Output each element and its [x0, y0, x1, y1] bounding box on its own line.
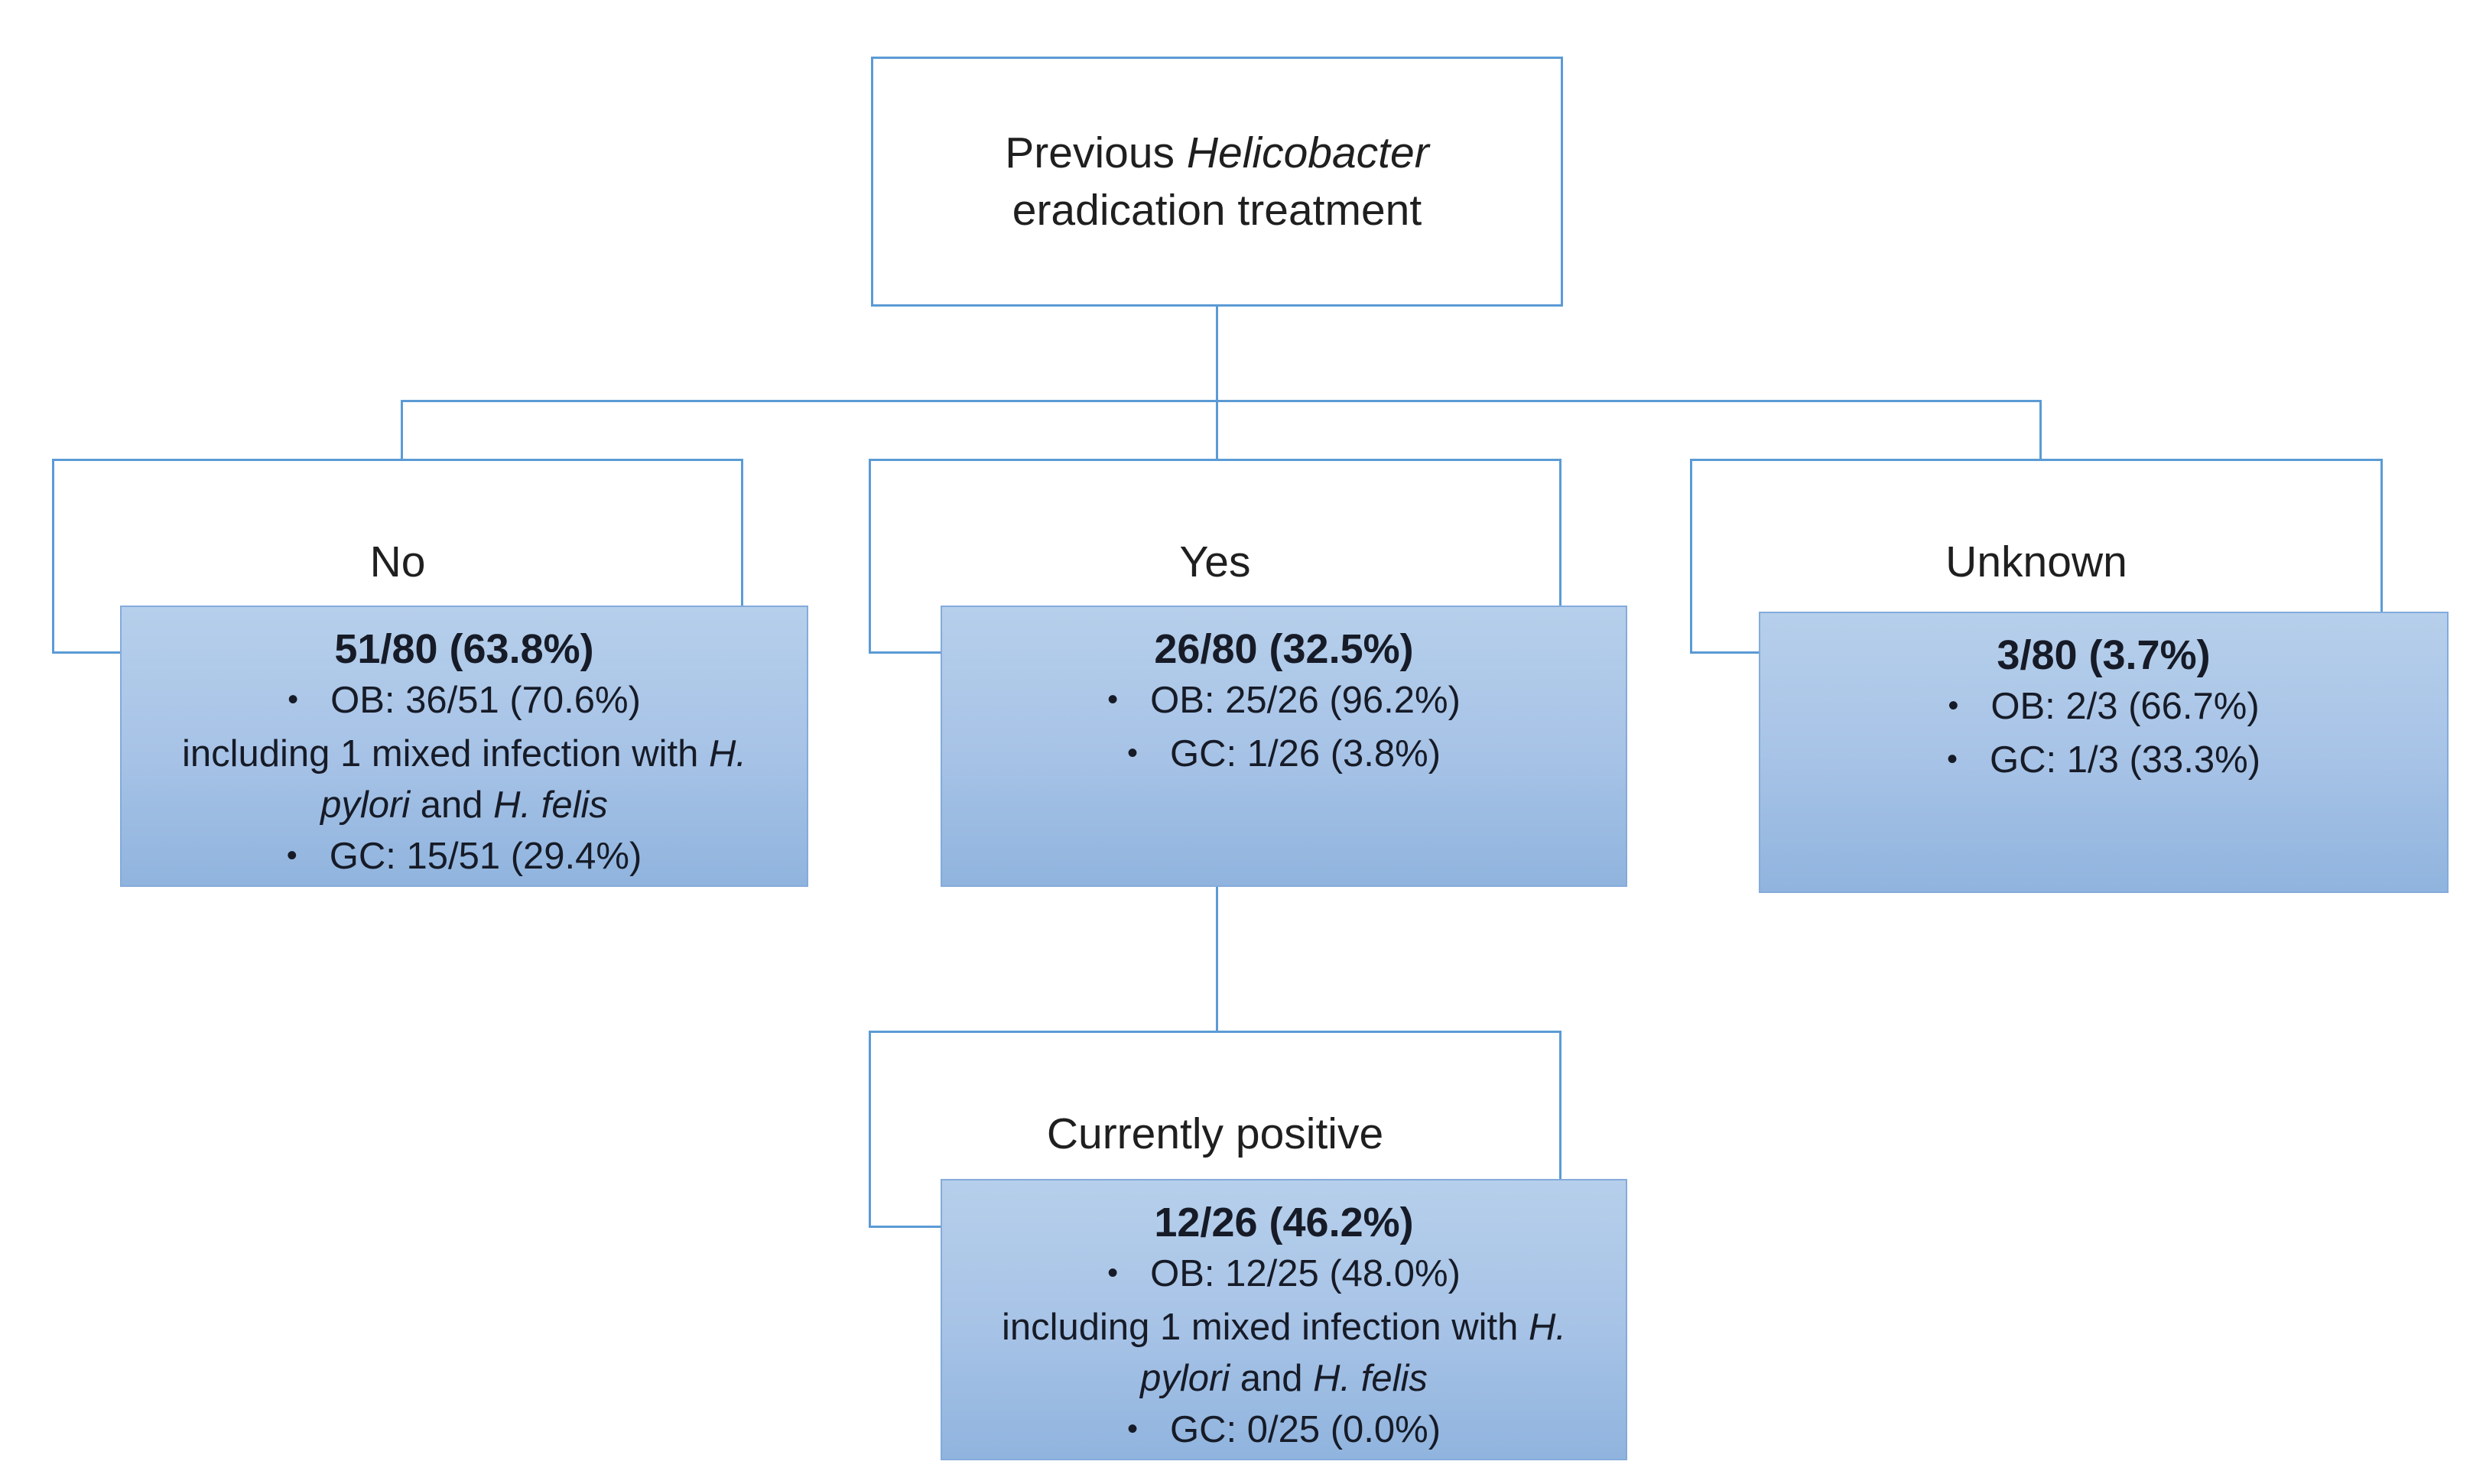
- branch-unknown-stats: 3/80 (3.7%) • OB: 2/3 (66.7%) • GC: 1/3 (3…: [1759, 612, 2449, 893]
- stat-gc-text: GC: 15/51 (29.4%): [329, 836, 642, 877]
- stat-ob-text: OB: 36/51 (70.6%): [330, 680, 641, 721]
- stat-ob-text: OB: 25/26 (96.2%): [1150, 680, 1461, 721]
- connector-horizontal-bar: [401, 400, 2042, 402]
- stat-ob: • OB: 12/25 (48.0%): [942, 1249, 1626, 1302]
- stat-note-line-1: including 1 mixed infection with H.: [1001, 1307, 1567, 1348]
- stat-note-line-2: pylori and H. felis: [1140, 1358, 1428, 1399]
- root-label-line-1: Previous Helicobacter: [1005, 128, 1429, 177]
- stat-ob-text: OB: 2/3 (66.7%): [1990, 686, 2260, 727]
- connector-yes-to-currently-positive: [1216, 885, 1218, 1032]
- stat-note-line-1: including 1 mixed infection with H.: [181, 733, 747, 774]
- stat-gc-text: GC: 0/25 (0.0%): [1169, 1409, 1441, 1450]
- stat-ob: • OB: 36/51 (70.6%): [122, 675, 807, 729]
- branch-unknown-label: Unknown: [1945, 537, 2127, 586]
- stat-total: 26/80 (32.5%): [1154, 626, 1414, 672]
- bullet-icon: •: [1126, 1412, 1138, 1446]
- branch-currently-positive-stats: 12/26 (46.2%) • OB: 12/25 (48.0%) includi…: [941, 1179, 1627, 1460]
- bullet-icon: •: [288, 683, 299, 716]
- connector-drop-no: [401, 400, 403, 461]
- stat-total: 12/26 (46.2%): [1154, 1200, 1414, 1245]
- root-label-line-2: eradication treatment: [1012, 185, 1422, 235]
- branch-no-stats: 51/80 (63.8%) • OB: 36/51 (70.6%) includi…: [120, 606, 808, 887]
- branch-yes-stats: 26/80 (32.5%) • OB: 25/26 (96.2%) • GC: 1/…: [941, 606, 1627, 887]
- stat-gc: • GC: 1/26 (3.8%): [942, 729, 1626, 782]
- stat-ob: • OB: 25/26 (96.2%): [942, 675, 1626, 729]
- bullet-icon: •: [1948, 689, 1959, 723]
- stat-total: 51/80 (63.8%): [334, 626, 594, 672]
- branch-currently-positive-label: Currently positive: [1046, 1109, 1384, 1158]
- bullet-icon: •: [286, 839, 297, 872]
- connector-root-stem: [1216, 306, 1218, 403]
- stat-ob-text: OB: 12/25 (48.0%): [1150, 1253, 1461, 1294]
- root-node-label: Previous Helicobacter eradication treatm…: [1005, 125, 1428, 239]
- stat-gc: • GC: 0/25 (0.0%): [942, 1404, 1626, 1458]
- stat-note-line-2: pylori and H. felis: [320, 784, 608, 826]
- stat-gc-text: GC: 1/26 (3.8%): [1169, 733, 1441, 774]
- stat-ob: • OB: 2/3 (66.7%): [1760, 681, 2447, 735]
- root-node: Previous Helicobacter eradication treatm…: [871, 57, 1563, 307]
- bullet-icon: •: [1946, 742, 1958, 776]
- connector-drop-unknown: [2039, 400, 2042, 461]
- stat-gc: • GC: 1/3 (33.3%): [1760, 735, 2447, 788]
- connector-drop-yes: [1216, 400, 1218, 461]
- bullet-icon: •: [1107, 1256, 1119, 1290]
- branch-yes-label: Yes: [1179, 537, 1251, 586]
- stat-gc: • GC: 15/51 (29.4%): [122, 831, 807, 885]
- stat-gc-text: GC: 1/3 (33.3%): [1989, 739, 2261, 781]
- stat-total: 3/80 (3.7%): [1997, 632, 2211, 678]
- branch-no-label: No: [369, 537, 426, 586]
- bullet-icon: •: [1107, 683, 1119, 716]
- bullet-icon: •: [1126, 736, 1138, 770]
- root-genus-italic: Helicobacter: [1186, 128, 1429, 177]
